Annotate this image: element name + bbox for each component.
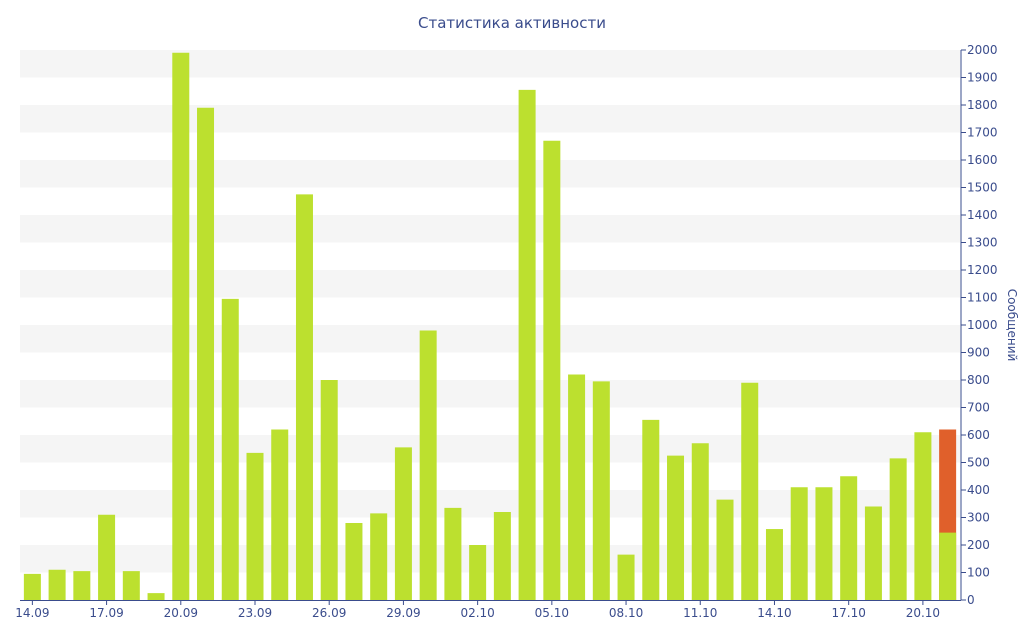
bar-16.10 — [815, 487, 833, 600]
x-tick-label: 20.09 — [164, 606, 198, 620]
chart-title: Статистика активности — [418, 14, 606, 32]
bar-17.10 — [840, 476, 858, 600]
y-tick-label: 400 — [967, 483, 990, 497]
bar-21.10 — [939, 532, 957, 600]
bar-25.09 — [295, 194, 313, 600]
bar-05.10 — [543, 140, 561, 600]
y-tick-label: 1700 — [967, 126, 998, 140]
y-tick-label: 600 — [967, 428, 990, 442]
y-tick-label: 1300 — [967, 236, 998, 250]
bar-23.09 — [246, 452, 264, 600]
bars-group — [23, 52, 957, 600]
y-tick-label: 1500 — [967, 181, 998, 195]
y-axis: 0 100 200 300 400 500 600 700 800 900 1000 1100 1200… — [960, 43, 998, 607]
bar-20.10 — [914, 432, 932, 600]
x-tick-label: 17.09 — [89, 606, 123, 620]
bar-29.09 — [394, 447, 412, 600]
bar-07.10 — [592, 381, 610, 600]
x-tick-label: 23.09 — [238, 606, 272, 620]
x-tick-label: 02.10 — [460, 606, 494, 620]
bar-18.09 — [122, 571, 140, 600]
grid-band — [20, 380, 960, 408]
bar-04.10 — [518, 89, 536, 600]
y-tick-label: 300 — [967, 511, 990, 525]
bar-30.09 — [419, 330, 437, 600]
x-tick-label: 14.10 — [757, 606, 791, 620]
bar-16.09 — [73, 571, 91, 600]
y-tick-label: 1900 — [967, 71, 998, 85]
grid-band — [20, 160, 960, 188]
x-tick-label: 11.10 — [683, 606, 717, 620]
y-tick-label: 700 — [967, 401, 990, 415]
bar-06.10 — [568, 374, 586, 600]
bar-15.10 — [790, 487, 808, 600]
x-tick-label: 26.09 — [312, 606, 346, 620]
grid-band — [20, 435, 960, 463]
x-tick-label: 05.10 — [535, 606, 569, 620]
bar-20.09 — [172, 52, 190, 600]
x-tick-label: 20.10 — [906, 606, 940, 620]
grid-band — [20, 215, 960, 243]
y-tick-label: 900 — [967, 346, 990, 360]
bar-03.10 — [493, 512, 511, 600]
bar-10.10 — [667, 455, 685, 600]
bar-17.09 — [98, 514, 116, 600]
y-tick-label: 100 — [967, 566, 990, 580]
x-tick-label: 08.10 — [609, 606, 643, 620]
y-tick-label: 800 — [967, 373, 990, 387]
bar-28.09 — [370, 513, 388, 600]
y-tick-label: 1800 — [967, 98, 998, 112]
y-tick-label: 0 — [967, 593, 975, 607]
bar-09.10 — [642, 419, 660, 600]
bar-01.10 — [444, 507, 462, 600]
bar-08.10 — [617, 554, 635, 600]
bar-11.10 — [691, 443, 709, 600]
bar-24.09 — [271, 429, 289, 600]
bar-27.09 — [345, 523, 363, 600]
grid-band — [20, 270, 960, 298]
y-tick-label: 1600 — [967, 153, 998, 167]
y-tick-label: 1100 — [967, 291, 998, 305]
bar-14.09 — [23, 573, 41, 600]
grid-band — [20, 50, 960, 78]
bar-22.09 — [221, 298, 239, 600]
x-tick-label: 29.09 — [386, 606, 420, 620]
y-tick-label: 1200 — [967, 263, 998, 277]
bar-14.10 — [765, 529, 783, 600]
bar-13.10 — [741, 382, 759, 600]
y-tick-label: 200 — [967, 538, 990, 552]
bar-02.10 — [469, 545, 487, 600]
bar-15.09 — [48, 569, 66, 600]
y-tick-label: 500 — [967, 456, 990, 470]
grid-band — [20, 325, 960, 353]
bar-26.09 — [320, 380, 338, 600]
y-tick-label: 1000 — [967, 318, 998, 332]
bar-21.09 — [197, 107, 215, 600]
y-axis-title: Сообщений — [1005, 289, 1019, 362]
x-tick-label: 14.09 — [15, 606, 49, 620]
bar-12.10 — [716, 499, 734, 600]
y-tick-label: 1400 — [967, 208, 998, 222]
bar-19.10 — [889, 458, 907, 600]
x-tick-label: 17.10 — [832, 606, 866, 620]
y-tick-label: 2000 — [967, 43, 998, 57]
bar-18.10 — [864, 506, 882, 600]
bar-19.09 — [147, 593, 165, 600]
grid-band — [20, 105, 960, 133]
x-axis: 14.09 17.09 20.09 23.09 26.09 29.09 02.10 05.10… — [15, 600, 961, 620]
